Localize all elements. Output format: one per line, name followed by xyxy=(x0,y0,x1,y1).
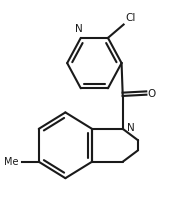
Text: O: O xyxy=(148,89,156,99)
Text: Cl: Cl xyxy=(125,13,136,23)
Text: Me: Me xyxy=(4,157,19,167)
Text: N: N xyxy=(127,123,135,133)
Text: N: N xyxy=(75,24,83,34)
